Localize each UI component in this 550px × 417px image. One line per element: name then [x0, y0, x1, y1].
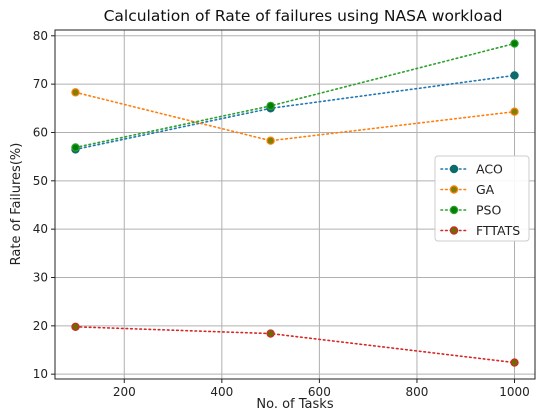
- data-point-pso: [510, 39, 519, 48]
- chart-title: Calculation of Rate of failures using NA…: [104, 7, 503, 25]
- y-axis-title: Rate of Failures(%): [9, 143, 24, 266]
- series-pso: [71, 39, 519, 152]
- series-fttats: [71, 322, 519, 367]
- y-tick-label: 20: [33, 319, 48, 333]
- data-point-fttats: [71, 322, 80, 331]
- x-tick-label: 400: [210, 385, 233, 399]
- y-tick-label: 80: [33, 29, 48, 43]
- data-point-ga: [71, 88, 80, 97]
- legend-label-fttats: FTTATS: [476, 223, 520, 238]
- data-point-ga: [266, 136, 275, 145]
- legend: ACO GA PSO FTTATS: [434, 155, 530, 242]
- series-group: [71, 39, 519, 367]
- x-axis-title: No. of Tasks: [256, 397, 333, 412]
- y-axis: 10 20 30 40 50 60 70 80: [33, 29, 55, 381]
- series-line-fttats: [74, 325, 516, 364]
- series-line-pso: [74, 42, 516, 149]
- data-point-fttats: [510, 358, 519, 367]
- legend-swatch-marker-pso: [449, 205, 459, 215]
- legend-label-ga: GA: [476, 182, 495, 197]
- y-tick-label: 30: [33, 270, 48, 284]
- series-line-ga: [74, 91, 516, 142]
- plot-frame: [54, 29, 536, 380]
- x-tick-label: 800: [405, 385, 428, 399]
- data-point-pso: [266, 101, 275, 111]
- x-tick-label: 600: [308, 385, 331, 399]
- data-point-ga: [510, 107, 519, 116]
- x-axis: 200 400 600 800 1000: [113, 379, 530, 399]
- x-tick-label: 200: [113, 385, 136, 399]
- data-point-fttats: [266, 329, 275, 338]
- series-ga: [71, 88, 519, 145]
- data-point-pso: [71, 143, 80, 152]
- y-tick-label: 60: [33, 125, 48, 139]
- legend-frame: [434, 155, 530, 242]
- x-tick-label: 1000: [499, 385, 530, 399]
- y-tick-label: 50: [33, 174, 48, 188]
- legend-label-aco: ACO: [476, 162, 503, 177]
- legend-swatch-marker-fttats: [449, 226, 459, 235]
- legend-swatch-marker-aco: [449, 164, 459, 174]
- y-tick-label: 70: [33, 77, 48, 91]
- y-tick-label: 10: [33, 367, 48, 381]
- data-point-aco: [510, 71, 519, 80]
- legend-swatch-marker-ga: [449, 185, 459, 194]
- legend-label-pso: PSO: [476, 203, 501, 218]
- y-tick-label: 40: [33, 222, 48, 236]
